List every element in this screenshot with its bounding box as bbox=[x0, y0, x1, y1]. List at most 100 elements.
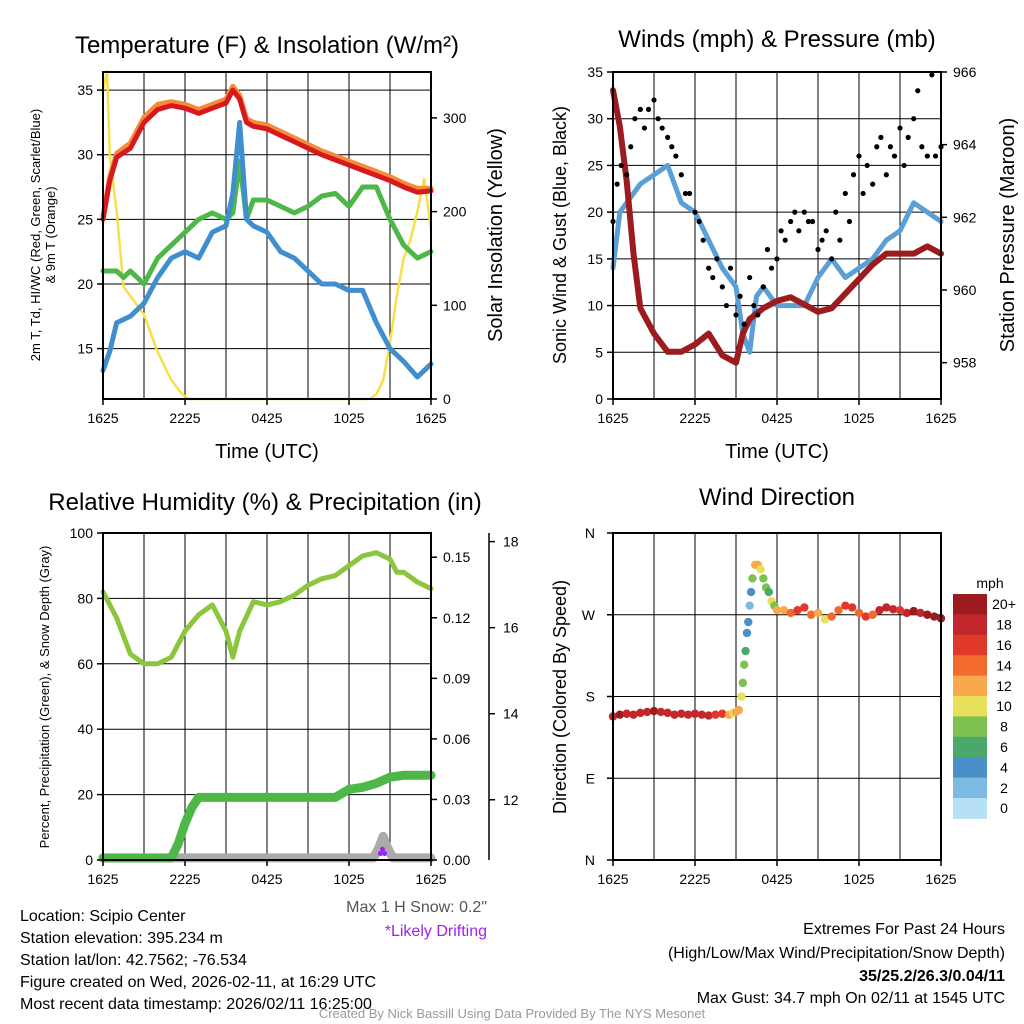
max-snow-annotation: Max 1 H Snow: 0.2" bbox=[346, 899, 487, 916]
direction-point bbox=[748, 574, 757, 583]
gust-point bbox=[737, 293, 743, 299]
direction-point bbox=[909, 606, 918, 616]
gust-point bbox=[929, 72, 935, 78]
direction-point bbox=[636, 708, 645, 718]
gust-point bbox=[815, 246, 821, 253]
direction-point bbox=[622, 709, 631, 718]
gust-point bbox=[796, 228, 802, 234]
series-9m-t bbox=[100, 83, 434, 218]
x-tick-label: 0425 bbox=[251, 410, 282, 426]
y2-tick-label: 958 bbox=[953, 355, 977, 371]
x-tick-label: 2225 bbox=[679, 871, 710, 887]
gust-point bbox=[714, 256, 720, 262]
chart-2: 1625 2225 0425 1025 1625 0 20 40 60 80 100 0.00 0.03… bbox=[70, 525, 519, 887]
series-snow-depth bbox=[98, 831, 436, 863]
temp-y2label: Solar Insolation (Yellow) bbox=[485, 128, 507, 342]
gust-point bbox=[665, 134, 671, 140]
legend-label: 2 bbox=[1000, 780, 1008, 796]
legend-label: 6 bbox=[1000, 739, 1008, 755]
y-tick-label: 20 bbox=[77, 276, 93, 292]
y-tick-label: 30 bbox=[77, 147, 93, 163]
x-tick-label: 0425 bbox=[761, 410, 792, 426]
y-tick-label: E bbox=[586, 770, 595, 786]
gust-point bbox=[905, 134, 911, 140]
gust-point bbox=[706, 265, 712, 271]
direction-point bbox=[861, 612, 871, 621]
extremes-values: 35/25.2/26.3/0.04/11 bbox=[859, 968, 1005, 985]
direction-point bbox=[916, 608, 925, 618]
direction-point bbox=[813, 608, 823, 618]
direction-point bbox=[888, 605, 898, 614]
chart-3: mph 20+ 18 16 14 12 10 8 6 4 2 0 1625 2225 0425 1025 162… bbox=[582, 525, 1016, 887]
direction-point bbox=[697, 710, 707, 719]
chart-1: 1625 2225 0425 1025 1625 0 5 10 15 20 25 30 35 958 960… bbox=[587, 64, 976, 426]
direction-point bbox=[683, 710, 693, 719]
direction-point bbox=[742, 628, 752, 638]
chart-0: 1625 2225 0425 1025 1625 15 20 25 30 35 0 100 200 300 bbox=[77, 69, 467, 426]
direction-point bbox=[772, 606, 782, 615]
y-tick-label: 5 bbox=[595, 344, 603, 360]
legend-swatch bbox=[953, 594, 987, 615]
gust-point bbox=[655, 116, 661, 122]
y-tick-label: 30 bbox=[587, 111, 603, 127]
direction-point bbox=[677, 709, 686, 718]
direction-point bbox=[656, 707, 666, 717]
direction-point bbox=[902, 608, 912, 618]
gust-point bbox=[741, 321, 747, 327]
direction-point bbox=[847, 603, 857, 612]
gust-point bbox=[692, 209, 698, 215]
gust-point bbox=[833, 209, 839, 215]
legend-swatch bbox=[953, 798, 987, 819]
y3-tick-label: 12 bbox=[503, 792, 519, 808]
gust-point bbox=[809, 218, 816, 225]
gust-point bbox=[792, 209, 798, 215]
temp-ylabel-line2: & 9m T (Orange) bbox=[43, 186, 58, 283]
y-tick-label: 20 bbox=[587, 204, 603, 220]
station-latlon: Station lat/lon: 42.7562; -76.534 bbox=[20, 952, 247, 969]
y2-tick-label: 0 bbox=[443, 391, 451, 407]
series-relative-humidity bbox=[100, 550, 434, 667]
direction-point bbox=[740, 660, 749, 669]
direction-point bbox=[711, 710, 720, 719]
gust-point bbox=[860, 190, 866, 197]
direction-point bbox=[741, 646, 750, 656]
gust-point bbox=[659, 125, 665, 131]
extremes-legend: (High/Low/Max Wind/Precipitation/Snow De… bbox=[668, 945, 1005, 962]
y-tick-label: 15 bbox=[77, 341, 93, 357]
gust-point bbox=[768, 265, 775, 271]
station-elevation: Station elevation: 395.234 m bbox=[20, 930, 223, 947]
x-tick-label: 2225 bbox=[679, 410, 710, 426]
gust-point bbox=[919, 144, 925, 150]
y3-tick-label: 14 bbox=[503, 706, 519, 722]
x-tick-label: 1025 bbox=[333, 410, 364, 426]
direction-point bbox=[895, 606, 905, 615]
gust-point bbox=[719, 284, 725, 290]
gust-point bbox=[864, 162, 870, 169]
y-tick-label: W bbox=[582, 607, 596, 623]
legend-swatch bbox=[953, 614, 987, 636]
y-tick-label: 60 bbox=[77, 656, 93, 672]
gust-point bbox=[850, 172, 857, 178]
legend-swatch bbox=[953, 757, 987, 779]
y2-tick-label: 0.06 bbox=[443, 731, 470, 747]
y2-tick-label: 100 bbox=[443, 297, 467, 313]
gust-point bbox=[723, 302, 730, 309]
y-tick-label: 25 bbox=[587, 157, 603, 173]
legend-swatch bbox=[953, 655, 987, 677]
series-hi-wc bbox=[100, 158, 434, 287]
gust-point bbox=[915, 88, 921, 94]
gust-point bbox=[651, 97, 657, 103]
y2-tick-label: 200 bbox=[443, 204, 467, 220]
x-tick-label: 0425 bbox=[761, 871, 792, 887]
drifting-annotation: *Likely Drifting bbox=[385, 923, 487, 940]
y-tick-label: 80 bbox=[77, 590, 93, 606]
gust-point bbox=[700, 237, 706, 243]
y-tick-label: 35 bbox=[77, 82, 93, 98]
gust-point bbox=[696, 218, 702, 225]
direction-point bbox=[793, 606, 802, 615]
temp-ylabel-line1: 2m T, Td, HI/WC (Red, Green, Scarlet/Blu… bbox=[28, 109, 43, 361]
legend-label: 4 bbox=[1000, 759, 1008, 775]
direction-point bbox=[756, 565, 765, 574]
direction-point bbox=[746, 587, 756, 597]
legend-swatch bbox=[953, 675, 987, 697]
